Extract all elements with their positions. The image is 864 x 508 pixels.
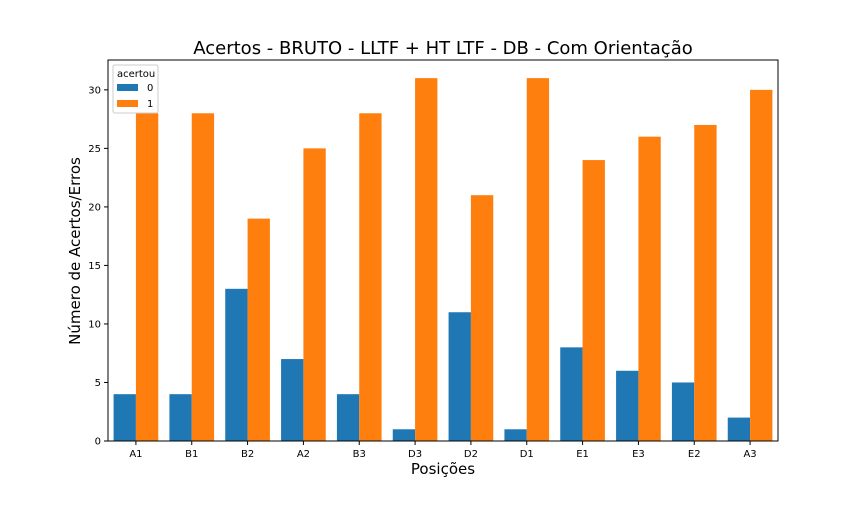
legend-label-series-1: 1: [147, 99, 153, 110]
legend: acertou 0 1: [112, 64, 159, 114]
bars-layer: [113, 78, 773, 442]
legend-swatch-series-0: [117, 84, 138, 91]
bar-B1-series-0: [169, 394, 192, 441]
x-tick-label: D2: [464, 449, 478, 460]
y-axis-label: Número de Acertos/Erros: [66, 157, 84, 345]
bar-D1-series-0: [504, 429, 527, 441]
y-tick-label: 20: [88, 202, 101, 213]
bar-E1-series-0: [560, 347, 583, 441]
bar-B3-series-0: [336, 394, 360, 441]
bar-A2-series-0: [281, 359, 304, 441]
bar-D3-series-1: [415, 78, 438, 441]
bar-D2-series-0: [448, 312, 471, 441]
x-tick-label: B3: [353, 449, 366, 460]
y-tick-label: 5: [95, 378, 101, 389]
chart-title: Acertos - BRUTO - LLTF + HT LTF - DB - C…: [193, 38, 693, 59]
x-tick-label: E1: [576, 449, 589, 460]
bar-A2-series-1: [303, 148, 326, 441]
bar-E2-series-0: [671, 382, 695, 441]
x-axis-label: Posições: [411, 460, 475, 478]
y-tick-label: 10: [88, 319, 101, 330]
bar-A1-series-0: [113, 394, 136, 441]
x-tick-label: A2: [297, 449, 310, 460]
y-axis-ticks: 0 5 10 15 20 25 30: [88, 85, 108, 448]
bar-E3-series-0: [616, 370, 639, 441]
bar-D1-series-1: [526, 78, 550, 441]
legend-title: acertou: [117, 69, 155, 80]
bar-A3-series-0: [727, 417, 751, 441]
x-tick-label: D1: [520, 449, 534, 460]
bar-E2-series-1: [694, 124, 717, 442]
x-axis-ticks: A1 B1 B2 A2 B3 D3 D2 D1 E1 E3 E2 A3: [129, 441, 757, 460]
y-tick-label: 15: [88, 261, 101, 272]
bar-B2-series-1: [247, 218, 270, 441]
bar-B3-series-1: [359, 113, 382, 441]
legend-label-series-0: 0: [147, 83, 153, 94]
x-tick-label: B1: [185, 449, 198, 460]
x-tick-label: A3: [743, 449, 756, 460]
plot-area-frame: [107, 59, 779, 442]
x-tick-label: D3: [408, 449, 422, 460]
x-tick-label: E3: [632, 449, 645, 460]
bar-D2-series-1: [470, 195, 494, 441]
bar-E1-series-1: [582, 160, 605, 441]
x-tick-label: E2: [688, 449, 701, 460]
x-tick-label: B2: [241, 449, 254, 460]
bar-B2-series-0: [225, 288, 248, 441]
bar-A3-series-1: [750, 89, 773, 441]
x-tick-label: A1: [129, 449, 142, 460]
bar-A1-series-1: [135, 113, 159, 441]
y-tick-label: 30: [88, 85, 101, 96]
legend-swatch-series-1: [117, 100, 138, 107]
bar-E3-series-1: [638, 136, 661, 442]
bar-B1-series-1: [191, 113, 215, 441]
y-tick-label: 0: [95, 437, 101, 448]
y-tick-label: 25: [88, 144, 101, 155]
bar-D3-series-0: [392, 429, 416, 441]
